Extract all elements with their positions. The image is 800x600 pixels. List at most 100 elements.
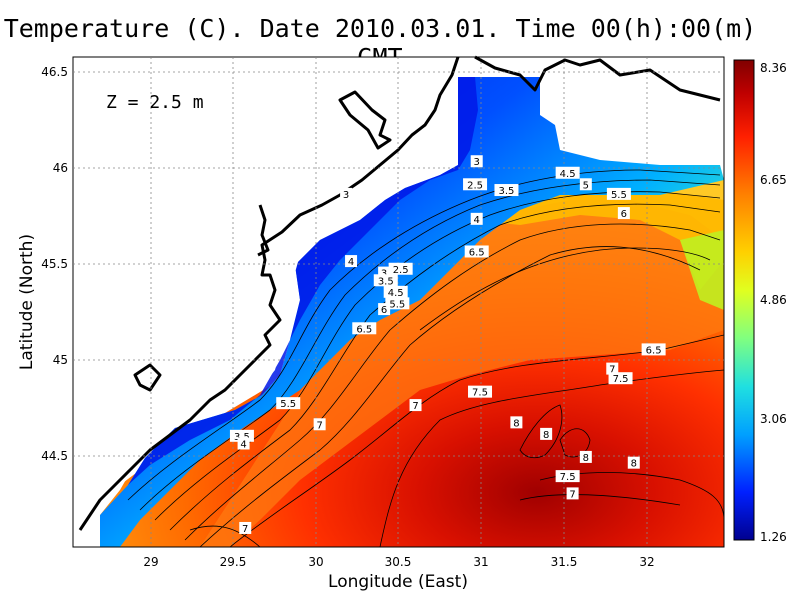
contour-label-box [388, 262, 413, 275]
contour-label-box [494, 184, 519, 197]
contour-label: 7.5 [555, 470, 580, 483]
contour-label-box [239, 521, 252, 534]
contour-label-text: 6.5 [646, 345, 662, 356]
contour-label-box [555, 166, 580, 179]
x-axis-label: Longitude (East) [328, 572, 468, 592]
contour-label-text: 4.5 [560, 169, 576, 180]
contour-label-text: 2.5 [393, 265, 409, 276]
colorbar-tick-label: 8.36 [760, 61, 787, 75]
contour-label: 7.5 [468, 385, 493, 399]
contour-label: 4.5 [555, 166, 580, 180]
contour-label-box [540, 427, 553, 440]
shelf-cold-region [100, 77, 724, 547]
contour-label: 6.5 [464, 245, 489, 258]
contour-label: 7.5 [608, 372, 633, 385]
contour-label-text: 8 [583, 453, 589, 464]
x-tick-label: 29.5 [220, 555, 247, 569]
y-tick-label: 45.5 [41, 257, 68, 271]
contour-label: 7 [313, 418, 326, 431]
contour-label-text: 3.5 [234, 432, 250, 443]
contour-label: 7 [566, 487, 579, 500]
contour-label-box [276, 397, 301, 410]
land-mask-north [540, 57, 724, 165]
sea-orange-band [200, 200, 724, 547]
contour-label-box [468, 385, 493, 398]
contour-label-box [345, 255, 358, 268]
contour-label-box [608, 372, 633, 385]
contour-label-text: 5.5 [389, 299, 405, 310]
depth-label: Z = 2.5 m [106, 92, 204, 113]
contour-label: 3.5 [494, 184, 519, 197]
contour-label-text: 7 [242, 524, 248, 535]
contour-label-box [555, 470, 580, 483]
contour-label-text: 3 [474, 157, 480, 168]
contour-label-text: 7 [609, 365, 615, 376]
contour-label: 3 [470, 155, 483, 168]
contour-label: 2.5 [388, 262, 413, 276]
contour-label-box [579, 178, 592, 191]
contour-label-box [313, 418, 326, 431]
contour-label: 2.5 [463, 178, 488, 191]
contour-label: 4 [470, 212, 483, 226]
contour-label-text: 3.5 [378, 276, 394, 287]
colorbar-tick-label: 6.65 [760, 173, 787, 187]
colorbar-ticks: 8.36 6.65 4.86 3.06 1.26 [760, 61, 787, 544]
contour-label-text: 2.5 [467, 180, 483, 191]
x-tick-label: 30.5 [385, 555, 412, 569]
y-tick-label: 44.5 [41, 449, 68, 463]
contour-label-text: 7 [316, 420, 322, 431]
contour-label-text: 6 [381, 305, 387, 316]
contour-label: 8 [579, 450, 592, 464]
plot-frame [72, 56, 725, 548]
contour-label: 5.5 [276, 397, 301, 410]
contour-label-text: 3 [381, 269, 387, 280]
contour-label-box [463, 178, 488, 191]
contour-label-box [566, 487, 579, 500]
contour-label-text: 4 [240, 439, 246, 450]
contour-label-text: 4 [474, 215, 480, 226]
contour-label-text: 5.5 [611, 190, 627, 201]
contour-label-text: 7 [412, 401, 418, 412]
contour-label: 3 [340, 187, 353, 201]
contour-label-box [606, 187, 631, 200]
contour-label-box [340, 187, 353, 200]
contour-label-box [606, 362, 619, 375]
contour-label: 8 [627, 456, 640, 470]
contour-label: 6.5 [641, 343, 666, 356]
contour-label: 8 [510, 416, 523, 429]
x-tick-label: 30 [308, 555, 323, 569]
contour-label: 7 [409, 399, 422, 412]
contour-label: 4 [345, 255, 358, 268]
colorbar [733, 59, 755, 541]
y-tick-label: 45 [53, 353, 68, 367]
contour-label-text: 8 [543, 430, 549, 441]
contour-label: 6.5 [352, 322, 377, 335]
y-tick-label: 46.5 [41, 65, 68, 79]
contour-label-text: 6.5 [469, 247, 485, 258]
contour-label: 6 [617, 207, 630, 220]
contour-label-text: 7.5 [560, 472, 576, 483]
contour-label-text: 7.5 [472, 388, 488, 399]
y-tick-label: 46 [53, 161, 68, 175]
x-tick-label: 31 [473, 555, 488, 569]
y-axis-ticks: 44.5 45 45.5 46 46.5 [41, 65, 68, 463]
contour-label: 4 [237, 437, 250, 450]
contour-label-text: 7 [569, 489, 575, 500]
sea-green-patch [680, 230, 724, 310]
contour-label: 5 [579, 178, 592, 191]
contour-label-box [237, 437, 250, 450]
contour-label-text: 3 [343, 190, 349, 201]
contour-label-box [464, 245, 489, 258]
contour-label-text: 8 [513, 418, 519, 429]
contour-label-text: 8 [631, 459, 637, 470]
contour-label: 8 [540, 427, 553, 441]
contour-label-box [470, 212, 483, 225]
contour-label-box [378, 303, 391, 316]
contour-label-box [352, 322, 377, 335]
x-axis-ticks: 29 29.5 30 30.5 31 31.5 32 [143, 555, 654, 569]
x-tick-label: 32 [639, 555, 654, 569]
contour-label-box [470, 155, 483, 168]
contour-labels: 32.53.5344.555.566.542.533.54.55.566.56.… [229, 155, 666, 535]
contour-label-text: 6 [621, 209, 627, 220]
